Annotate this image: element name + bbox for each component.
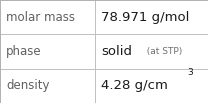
Text: molar mass: molar mass	[6, 11, 75, 24]
Text: phase: phase	[6, 45, 42, 58]
Text: 4.28 g/cm: 4.28 g/cm	[101, 79, 168, 92]
Text: 78.971 g/mol: 78.971 g/mol	[101, 11, 189, 24]
Text: density: density	[6, 79, 50, 92]
Text: (at STP): (at STP)	[141, 47, 182, 56]
Text: 3: 3	[187, 68, 193, 77]
Text: solid: solid	[101, 45, 132, 58]
